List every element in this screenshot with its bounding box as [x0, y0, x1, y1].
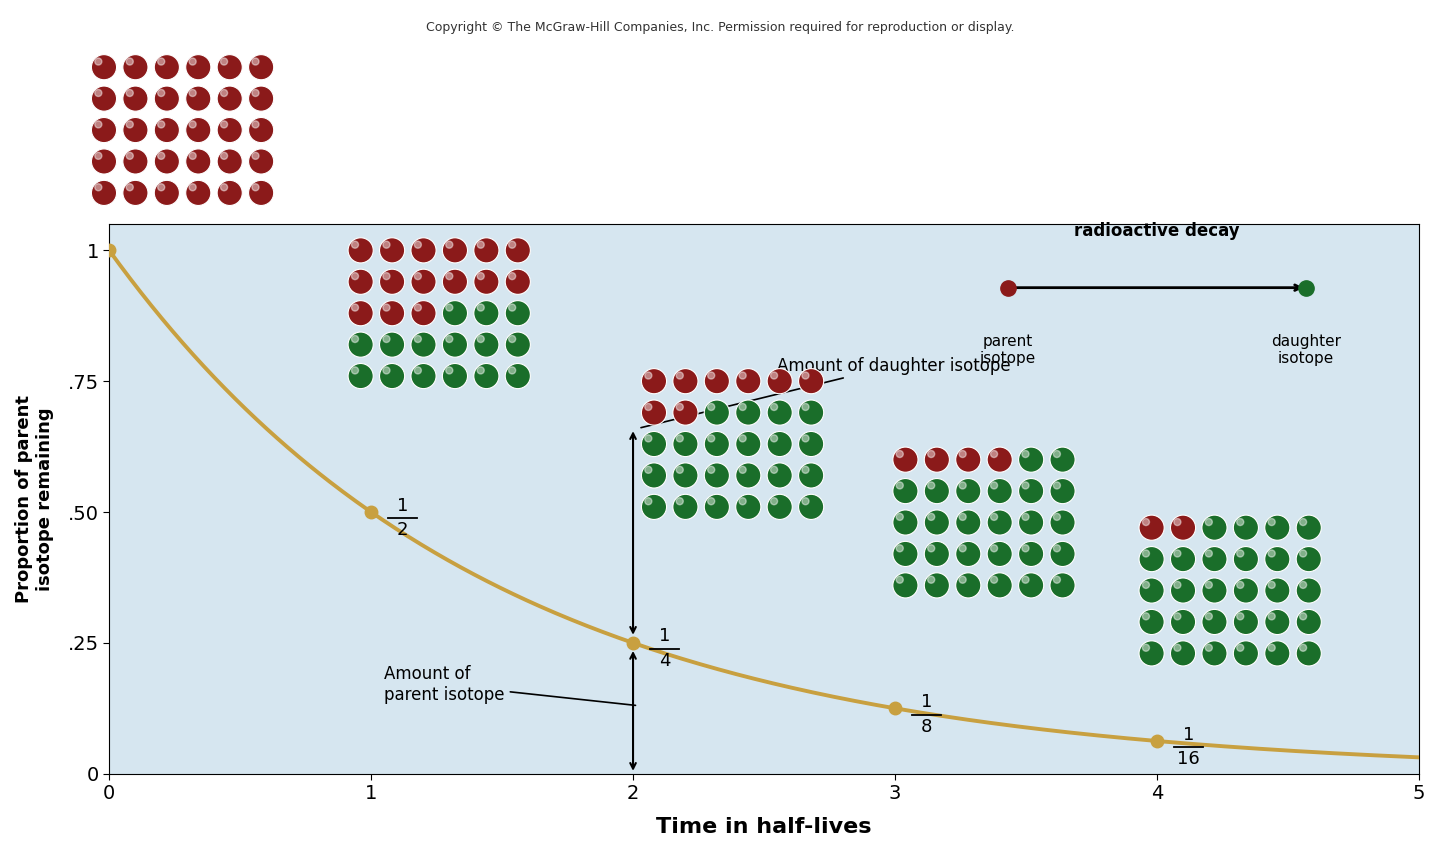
- Text: 1: 1: [1182, 726, 1194, 744]
- Text: Amount of daughter isotope: Amount of daughter isotope: [641, 356, 1011, 428]
- Text: Copyright © The McGraw-Hill Companies, Inc. Permission required for reproduction: Copyright © The McGraw-Hill Companies, I…: [426, 21, 1014, 34]
- Text: Amount of
parent isotope: Amount of parent isotope: [384, 665, 635, 705]
- Text: 4: 4: [658, 653, 670, 671]
- Text: 1: 1: [658, 627, 670, 646]
- Text: 2: 2: [397, 521, 409, 539]
- Text: 8: 8: [920, 717, 932, 736]
- X-axis label: Time in half-lives: Time in half-lives: [657, 817, 871, 837]
- Text: 1: 1: [397, 497, 409, 515]
- Y-axis label: Proportion of parent
isotope remaining: Proportion of parent isotope remaining: [14, 395, 53, 603]
- Text: 16: 16: [1176, 751, 1200, 769]
- Text: 1: 1: [920, 693, 932, 711]
